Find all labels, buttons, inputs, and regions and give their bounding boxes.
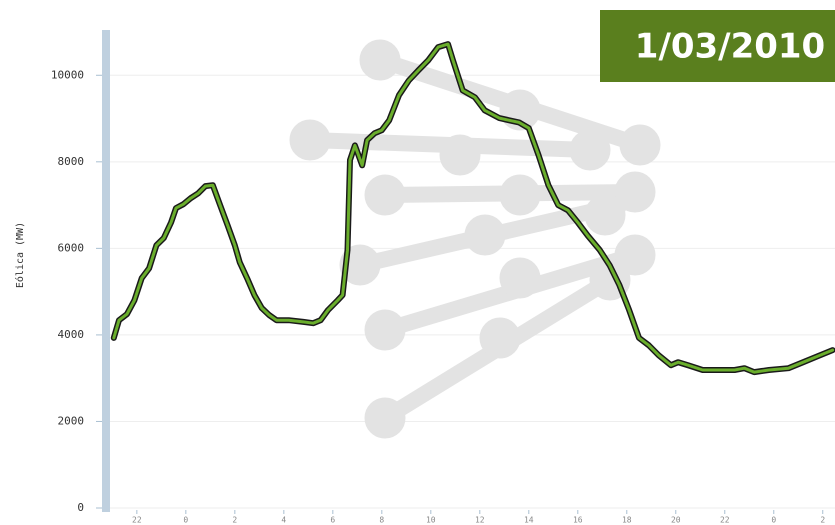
x-tick-label: 0 [183,516,188,525]
y-tick-label: 10000 [51,68,84,81]
x-tick-label: 18 [622,516,632,525]
y-tick-label: 2000 [58,414,85,427]
y-tick-label: 8000 [58,155,85,168]
x-tick-label: 22 [132,516,142,525]
background-logo [289,39,661,439]
x-tick-label: 12 [475,516,485,525]
x-tick-label: 10 [426,516,436,525]
date-badge-text: 1/03/2010 [635,27,825,67]
x-tick-label: 2 [232,516,237,525]
x-tick-label: 6 [330,516,335,525]
y-tick-label: 4000 [58,328,85,341]
x-tick-label: 14 [524,516,534,525]
y-tick-label: 0 [77,501,84,514]
line [112,42,835,374]
y-tick-label: 6000 [58,241,85,254]
x-tick-label: 16 [573,516,583,525]
y-axis-bar [102,30,110,512]
x-tick-label: 2 [820,516,825,525]
x-tick-label: 22 [720,516,730,525]
date-badge [600,10,835,82]
y-axis-label: Eólica (MW) [14,222,26,288]
x-tick-label: 20 [671,516,681,525]
x-tick-label: 8 [379,516,384,525]
x-tick-label: 4 [281,516,286,525]
x-tick-label: 0 [771,516,776,525]
